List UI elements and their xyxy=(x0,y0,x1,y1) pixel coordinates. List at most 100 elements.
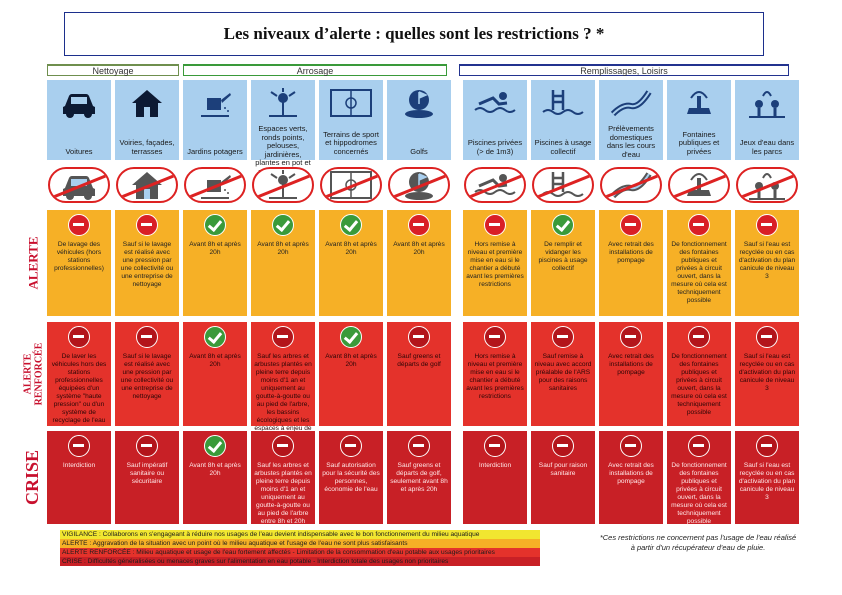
no-entry-icon xyxy=(408,435,430,457)
usage-label: Voiries, façades, terrasses xyxy=(119,138,175,156)
legend-alerte-renforcee: ALERTE RENFORCÉE : Milieu aquatique et u… xyxy=(60,548,540,557)
no-entry-icon xyxy=(136,214,158,236)
restriction-cell-alerte: Avant 8h et après 20h xyxy=(251,210,315,316)
usage-label: Prélèvements domestiques dans les cours … xyxy=(606,124,656,159)
restriction-text: Sauf remise à niveau avec accord préalab… xyxy=(534,353,592,392)
prohibited-fountain-icon xyxy=(668,167,730,203)
restriction-cell-renforcee: Avant 8h et après 20h xyxy=(183,322,247,426)
no-entry-icon xyxy=(552,435,574,457)
restriction-text: De fonctionnement des fontaines publique… xyxy=(671,353,727,416)
restriction-text: Sauf autorisation pour la sécurité des p… xyxy=(322,462,380,493)
restriction-text: De lavage des véhicules (hors stations p… xyxy=(54,241,104,272)
category-arrosage: Arrosage xyxy=(183,64,447,76)
restriction-text: Avant 8h et après 20h xyxy=(325,353,377,368)
restriction-cell-renforcee: Sauf les arbres et arbustes plantés en p… xyxy=(251,322,315,440)
no-entry-icon xyxy=(620,326,642,348)
golf-flag-icon xyxy=(399,80,439,125)
usage-card-water-play: Jeux d'eau dans les parcs xyxy=(735,80,799,160)
usage-label: Piscines privées (> de 1m3) xyxy=(467,138,523,156)
restriction-text: Avant 8h et après 20h xyxy=(189,241,241,256)
category-remplissages-loisirs: Remplissages, Loisirs xyxy=(459,64,789,76)
sports-field-icon xyxy=(328,80,374,125)
prohibited-watering-can-icon xyxy=(184,167,246,203)
usage-label: Terrains de sport et hippodromes concern… xyxy=(323,129,379,156)
restriction-text: Sauf si l'eau est recyclée ou en cas d'a… xyxy=(738,353,796,392)
no-entry-icon xyxy=(552,326,574,348)
check-icon xyxy=(272,214,294,236)
footnote: *Ces restrictions ne concernent pas l'us… xyxy=(599,533,797,552)
usage-label: Golfs xyxy=(410,146,428,156)
check-icon xyxy=(204,326,226,348)
restriction-text: Sauf impératif sanitaire ou sécuritaire xyxy=(126,462,168,485)
restriction-cell-crise: Interdiction xyxy=(463,431,527,524)
restriction-cell-renforcee: Sauf greens et départs de golf xyxy=(387,322,451,426)
prohibited-pool-icon xyxy=(532,167,594,203)
fountain-icon xyxy=(679,80,719,125)
prohibited-sports-field-icon xyxy=(320,167,382,203)
restriction-text: De remplir et vidanger les piscines à us… xyxy=(538,241,588,272)
restriction-text: Avec retrait des installations de pompag… xyxy=(608,241,654,264)
no-entry-icon xyxy=(756,326,778,348)
restriction-text: De laver les véhicules hors des stations… xyxy=(51,353,107,424)
no-entry-icon xyxy=(484,326,506,348)
restriction-cell-crise: Sauf les arbres et arbustes plantés en p… xyxy=(251,431,315,525)
title-box: Les niveaux d’alerte : quelles sont les … xyxy=(64,12,764,56)
check-icon xyxy=(340,214,362,236)
no-entry-icon xyxy=(408,326,430,348)
no-entry-icon xyxy=(756,214,778,236)
restriction-text: Avec retrait des installations de pompag… xyxy=(608,353,654,376)
restriction-cell-crise: Sauf pour raison sanitaire xyxy=(531,431,595,524)
restriction-cell-alerte: De remplir et vidanger les piscines à us… xyxy=(531,210,595,316)
restriction-cell-renforcee: Hors remise à niveau et première mise en… xyxy=(463,322,527,426)
restriction-text: Hors remise à niveau et première mise en… xyxy=(466,353,524,400)
check-icon xyxy=(340,326,362,348)
water-play-icon xyxy=(745,80,789,125)
restriction-text: Sauf greens et départs de golf, seulemen… xyxy=(390,462,448,493)
check-icon xyxy=(204,435,226,457)
page-title: Les niveaux d’alerte : quelles sont les … xyxy=(223,24,605,43)
no-entry-icon xyxy=(272,326,294,348)
restriction-cell-renforcee: Sauf si le lavage est réalisé avec une p… xyxy=(115,322,179,426)
prohibited-swimmer-icon xyxy=(464,167,526,203)
usage-card-watering-can: Jardins potagers xyxy=(183,80,247,160)
usage-label: Jeux d'eau dans les parcs xyxy=(739,138,795,156)
restriction-text: Avant 8h et après 20h xyxy=(257,241,309,256)
no-entry-icon xyxy=(620,435,642,457)
restriction-text: Sauf si l'eau est recyclée ou en cas d'a… xyxy=(738,241,796,280)
house-icon xyxy=(127,80,167,125)
no-entry-icon xyxy=(68,214,90,236)
usage-card-house: Voiries, façades, terrasses xyxy=(115,80,179,160)
usage-card-swimmer: Piscines privées (> de 1m3) xyxy=(463,80,527,160)
restriction-cell-alerte: De lavage des véhicules (hors stations p… xyxy=(47,210,111,316)
prohibited-car-icon xyxy=(48,167,110,203)
restriction-cell-alerte: Sauf si l'eau est recyclée ou en cas d'a… xyxy=(735,210,799,316)
restriction-cell-renforcee: Sauf remise à niveau avec accord préalab… xyxy=(531,322,595,426)
restriction-cell-renforcee: Avant 8h et après 20h xyxy=(319,322,383,426)
restriction-text: Sauf si l'eau est recyclée ou en cas d'a… xyxy=(738,462,796,501)
restriction-cell-renforcee: Sauf si l'eau est recyclée ou en cas d'a… xyxy=(735,322,799,426)
category-nettoyage: Nettoyage xyxy=(47,64,179,76)
restriction-cell-renforcee: De fonctionnement des fontaines publique… xyxy=(667,322,731,426)
no-entry-icon xyxy=(136,326,158,348)
prohibited-golf-flag-icon xyxy=(388,167,450,203)
restriction-cell-alerte: De fonctionnement des fontaines publique… xyxy=(667,210,731,316)
restriction-cell-alerte: Avec retrait des installations de pompag… xyxy=(599,210,663,316)
no-entry-icon xyxy=(484,435,506,457)
no-entry-icon xyxy=(688,435,710,457)
restriction-text: Hors remise à niveau et première mise en… xyxy=(466,241,524,288)
prohibited-river-icon xyxy=(600,167,662,203)
no-entry-icon xyxy=(136,435,158,457)
restriction-cell-crise: Sauf autorisation pour la sécurité des p… xyxy=(319,431,383,524)
restriction-cell-crise: De fonctionnement des fontaines publique… xyxy=(667,431,731,525)
restriction-cell-crise: Sauf greens et départs de golf, seulemen… xyxy=(387,431,451,524)
no-entry-icon xyxy=(688,214,710,236)
no-entry-icon xyxy=(484,214,506,236)
restriction-cell-crise: Avec retrait des installations de pompag… xyxy=(599,431,663,524)
restriction-text: Sauf greens et départs de golf xyxy=(397,353,441,368)
restriction-cell-alerte: Sauf si le lavage est réalisé avec une p… xyxy=(115,210,179,316)
usage-card-fountain: Fontaines publiques et privées xyxy=(667,80,731,160)
restriction-cell-alerte: Avant 8h et après 20h xyxy=(319,210,383,316)
restriction-text: Interdiction xyxy=(478,462,512,469)
prohibited-sprinkler-icon xyxy=(252,167,314,203)
restriction-cell-crise: Sauf si l'eau est recyclée ou en cas d'a… xyxy=(735,431,799,524)
